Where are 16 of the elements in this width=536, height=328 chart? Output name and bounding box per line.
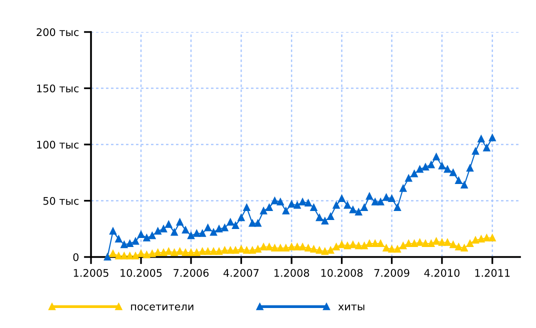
x-tick-label: 10.2008 <box>321 268 363 277</box>
y-tick-label: 200 тыс <box>36 28 79 36</box>
x-tick-label: 4.2010 <box>424 268 460 277</box>
x-tick-label: 1.2011 <box>475 268 510 277</box>
y-tick-label: 150 тыс <box>37 84 79 92</box>
x-tick-label: 1.2008 <box>274 268 310 277</box>
legend-label: посетители <box>131 304 194 310</box>
y-tick-label: 0 <box>73 253 79 262</box>
x-tick-label: 7.2006 <box>174 268 209 277</box>
legend-label: хиты <box>338 304 364 310</box>
x-tick-label: 10.2005 <box>120 268 162 277</box>
x-tick-label: 1.2005 <box>74 268 108 277</box>
y-tick-label: 100 тыс <box>37 140 79 149</box>
y-tick-label: 50 тыс <box>43 196 79 205</box>
x-tick-label: 7.2009 <box>374 268 410 277</box>
x-tick-label: 4.2007 <box>223 268 259 277</box>
